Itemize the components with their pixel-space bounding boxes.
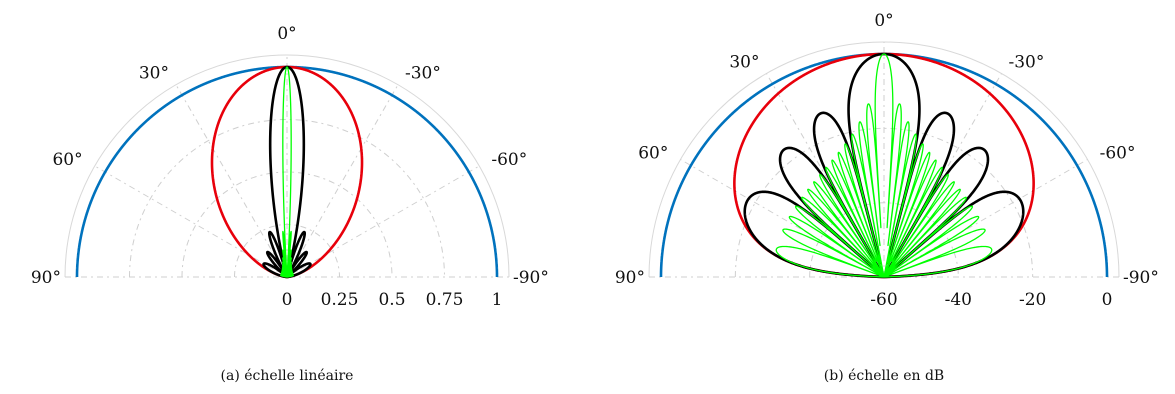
grid-spoke — [883, 159, 1088, 278]
angle-tick-label: 60° — [638, 144, 668, 164]
grid-spoke — [766, 73, 885, 278]
radial-tick-label: 0 — [1102, 290, 1113, 310]
radial-tick-labels: 0 0.25 0.5 0.75 1 — [282, 290, 503, 310]
grid-ring — [734, 127, 1034, 278]
series-line-N32 — [279, 66, 295, 278]
radial-tick-labels: -60 -40 -20 0 — [870, 290, 1112, 310]
grid-ring — [181, 171, 393, 278]
angle-tick-label: 90° — [31, 268, 61, 288]
outer-frame-ring — [64, 54, 510, 278]
angle-tick-label: 30° — [729, 52, 759, 72]
grid-ring — [129, 119, 445, 278]
radial-tick-label: 1 — [492, 290, 503, 310]
angle-tick-label: -90° — [513, 268, 549, 288]
grid-spoke — [286, 84, 399, 278]
angle-tick-label: 0° — [277, 24, 296, 44]
radial-tick-label: 0.5 — [378, 290, 405, 310]
radial-tick-label: 0 — [282, 290, 293, 310]
grid-spoke — [286, 165, 480, 278]
polar-grid — [648, 41, 1120, 278]
grid-spoke — [680, 159, 885, 278]
angle-tick-label: -30° — [1009, 52, 1045, 72]
angle-tick-label: -60° — [1100, 144, 1136, 164]
angle-tick-label: 60° — [52, 150, 82, 170]
angle-tick-label: -30° — [405, 64, 441, 84]
angle-tick-label: 30° — [139, 64, 169, 84]
outer-frame-ring — [648, 41, 1120, 278]
angle-tick-label: 90° — [615, 268, 645, 288]
grid-spoke — [883, 73, 1002, 278]
series-group — [659, 52, 1109, 279]
radial-tick-label: -60 — [870, 290, 897, 310]
angle-tick-label: -60° — [491, 150, 527, 170]
angle-tick-label: -90° — [1123, 268, 1159, 288]
grid-spoke — [94, 165, 288, 278]
angle-labels: 90° 60° 30° 0° -30° -60° -90° — [615, 11, 1159, 288]
radial-tick-label: 0.75 — [426, 290, 464, 310]
polar-chart-linear: 90° 60° 30° 0° -30° -60° -90° 0 0.25 0.5 0.75 1 (a) … — [31, 24, 549, 384]
chart-caption: (b) échelle en dB — [824, 368, 944, 384]
series-line-N32 — [775, 53, 993, 278]
chart-caption: (a) échelle linéaire — [221, 368, 354, 384]
radial-tick-label: 0.25 — [321, 290, 359, 310]
radial-tick-label: -20 — [1019, 290, 1046, 310]
angle-labels: 90° 60° 30° 0° -30° -60° -90° — [31, 24, 549, 288]
polar-chart-db: 90° 60° 30° 0° -30° -60° -90° -60 -40 -20 0 (b) éch… — [615, 11, 1159, 384]
radial-tick-label: -40 — [945, 290, 972, 310]
angle-tick-label: 0° — [874, 11, 893, 31]
polar-grid — [64, 54, 510, 278]
series-group — [75, 65, 499, 279]
grid-spoke — [175, 84, 288, 278]
